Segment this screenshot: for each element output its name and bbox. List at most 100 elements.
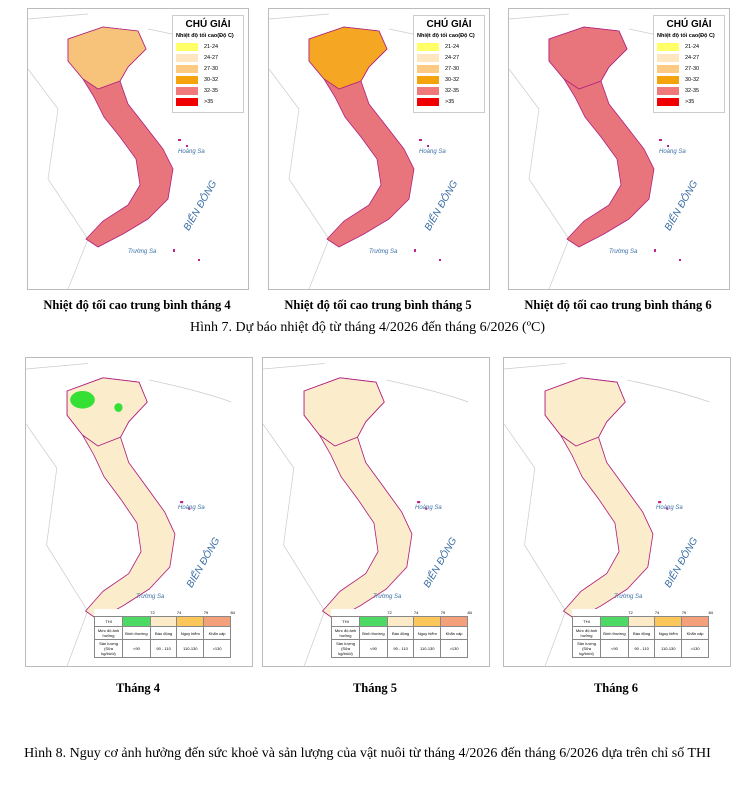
hoang-sa-label: Hoàng Sa [419, 149, 446, 155]
legend-label: 32-35 [445, 88, 460, 94]
legend-item: 27-30 [657, 65, 721, 73]
legend-label: 30-32 [685, 77, 700, 83]
legend-swatch [417, 65, 439, 73]
thi-color-cell [440, 616, 468, 627]
legend-label: 24-27 [445, 55, 460, 61]
legend-item: 32-35 [176, 87, 240, 95]
legend-swatch [657, 54, 679, 62]
thi-threshold: 74 [413, 609, 419, 615]
legend-subtitle: Nhiệt độ tối cao(Độ C) [417, 33, 475, 39]
legend-label: 21-24 [445, 44, 460, 50]
figure-8-title: Hình 8. Nguy cơ ảnh hưởng đến sức khoẻ v… [24, 746, 711, 761]
legend-label: 27-30 [445, 66, 460, 72]
thi-header: THI [93, 616, 124, 627]
thi-threshold: 79 [440, 609, 446, 615]
hoang-sa-label: Hoàng Sa [659, 149, 686, 155]
thi-threshold: 72 [387, 609, 392, 615]
impact-level: Khẩn cấp [681, 626, 709, 640]
impact-level: Nguy hiểm [413, 626, 442, 640]
milk-yield: <90 [359, 639, 388, 658]
thi-threshold: 79 [681, 609, 687, 615]
temperature-map-caption: Nhiệt độ tối cao trung bình tháng 4 [43, 298, 231, 312]
legend-swatch [176, 65, 198, 73]
legend-item: 24-27 [176, 54, 240, 62]
legend-item: 30-32 [417, 76, 481, 84]
thi-threshold-spacer [332, 609, 360, 617]
legend-subtitle: Nhiệt độ tối cao(Độ C) [657, 33, 715, 39]
legend-item: 32-35 [417, 87, 481, 95]
thi-color-cell [654, 616, 683, 627]
thi-color-cell [122, 616, 151, 627]
thi-map-caption: Tháng 6 [593, 681, 639, 695]
legend-swatch [176, 43, 198, 51]
legend-item: 21-24 [176, 43, 240, 51]
thi-threshold-spacer [123, 609, 151, 617]
thi-map-6: 72 74 79 84 THI Mức độ ảnh hưởng Bình thường Bá… [503, 357, 731, 667]
legend-label: 32-35 [685, 88, 700, 94]
hoang-sa-label: Hoàng Sa [178, 149, 205, 155]
hoang-sa-label: Hoàng Sa [415, 505, 442, 511]
legend-label: 30-32 [204, 77, 219, 83]
impact-level: Báo động [627, 626, 656, 640]
thi-threshold-spacer [360, 609, 388, 617]
milk-yield: >130 [440, 639, 468, 658]
thi-color-cell [176, 616, 205, 627]
impact-level: Bình thường [600, 626, 629, 640]
thi-map-5: 72 74 79 84 THI Mức độ ảnh hưởng Bình thường Bá… [262, 357, 490, 667]
temperature-map-caption: Nhiệt độ tối cao trung bình tháng 5 [284, 298, 472, 312]
legend-swatch [657, 43, 679, 51]
milk-yield: >130 [681, 639, 709, 658]
legend-swatch [657, 87, 679, 95]
legend-item: >35 [176, 98, 240, 106]
row-label: Sản lượng (Sữa kg/bò/d) [93, 639, 124, 658]
legend-swatch [417, 43, 439, 51]
legend-label: >35 [204, 99, 214, 105]
legend-label: 24-27 [204, 55, 219, 61]
legend-item: >35 [657, 98, 721, 106]
legend-label: >35 [445, 99, 455, 105]
thi-header: THI [330, 616, 361, 627]
map-drawing [509, 13, 710, 289]
thi-threshold: 79 [203, 609, 209, 615]
legend-subtitle: Nhiệt độ tối cao(Độ C) [176, 33, 234, 39]
milk-yield: 90 - 110 [149, 639, 178, 658]
temperature-map-5: CHÚ GIẢI Nhiệt độ tối cao(Độ C) 21-24 24-27… [268, 8, 490, 290]
legend-item: 30-32 [657, 76, 721, 84]
milk-yield: 90 - 110 [627, 639, 656, 658]
thi-color-cell [359, 616, 388, 627]
truong-sa-label: Trường Sa [609, 249, 638, 255]
legend-label: 32-35 [204, 88, 219, 94]
row-label: Mức độ ảnh hưởng [93, 626, 124, 640]
legend-title: CHÚ GIẢI [185, 19, 231, 30]
thi-map-caption: Tháng 5 [352, 681, 398, 695]
legend-swatch [176, 54, 198, 62]
thi-threshold: 72 [150, 609, 155, 615]
legend-swatch [417, 87, 439, 95]
map-drawing [263, 363, 469, 666]
legend-item: 27-30 [176, 65, 240, 73]
thi-table: 72 74 79 84 THI Mức độ ảnh hưởng Bình thường Bá… [93, 609, 252, 658]
milk-yield: 110-130 [413, 639, 442, 658]
impact-level: Nguy hiểm [176, 626, 205, 640]
legend-item: 27-30 [417, 65, 481, 73]
thi-threshold: 74 [176, 609, 182, 615]
thi-threshold: 72 [628, 609, 633, 615]
legend-label: 24-27 [685, 55, 700, 61]
impact-level: Nguy hiểm [654, 626, 683, 640]
legend-label: 27-30 [685, 66, 700, 72]
map-drawing [28, 13, 229, 289]
thi-map-caption: Tháng 4 [115, 681, 161, 695]
legend-label: >35 [685, 99, 695, 105]
thi-table: 72 74 79 84 THI Mức độ ảnh hưởng Bình thường Bá… [330, 609, 489, 658]
truong-sa-label: Trường Sa [128, 249, 157, 255]
legend-swatch [657, 76, 679, 84]
thi-threshold-spacer [95, 609, 123, 617]
legend-swatch [657, 65, 679, 73]
thi-header: THI [571, 616, 602, 627]
legend-item: 30-32 [176, 76, 240, 84]
thi-threshold-spacer [601, 609, 629, 617]
thi-color-cell [203, 616, 231, 627]
legend-swatch [417, 98, 439, 106]
thi-threshold: 74 [654, 609, 660, 615]
legend-title: CHÚ GIẢI [666, 19, 712, 30]
